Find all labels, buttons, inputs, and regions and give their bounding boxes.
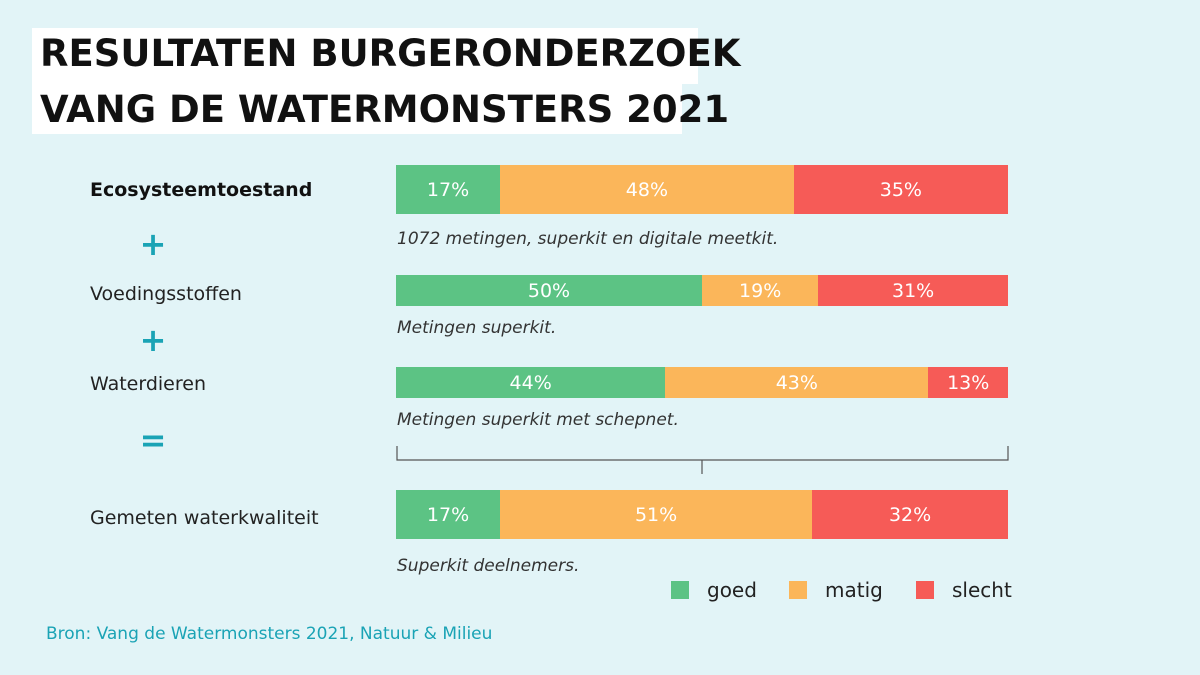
bar-segment-goed-voedingsstoffen: 50% — [396, 275, 702, 306]
legend-item-goed: goed — [671, 578, 757, 602]
legend-item-matig: matig — [789, 578, 883, 602]
legend-label-slecht: slecht — [952, 578, 1012, 602]
bar-segment-matig-ecosysteemtoestand: 48% — [500, 165, 794, 214]
chart-title-line-2: VANG DE WATERMONSTERS 2021 — [32, 84, 729, 134]
plus-operator-1: + — [139, 225, 167, 263]
row-label-gemeten-waterkwaliteit: Gemeten waterkwaliteit — [90, 507, 319, 529]
legend-swatch-slecht — [916, 581, 934, 599]
row-label-voedingsstoffen: Voedingsstoffen — [90, 283, 242, 305]
legend-label-matig: matig — [825, 578, 883, 602]
bar-segment-slecht-voedingsstoffen: 31% — [818, 275, 1008, 306]
data-label-goed-voedingsstoffen: 50% — [527, 279, 571, 302]
note-ecosysteemtoestand: 1072 metingen, superkit en digitale meet… — [397, 229, 779, 249]
bar-segment-matig-waterdieren: 43% — [665, 367, 929, 398]
bar-segment-goed-ecosysteemtoestand: 17% — [396, 165, 501, 214]
stacked-bar-gemeten-waterkwaliteit: 17% 51% 32% — [396, 490, 1008, 539]
data-label-matig-waterdieren: 43% — [775, 371, 818, 394]
equals-operator: = — [139, 421, 167, 459]
stacked-bar-ecosysteemtoestand: 17% 48% 35% — [396, 165, 1008, 214]
data-label-matig-voedingsstoffen: 19% — [739, 279, 782, 302]
legend-label-goed: goed — [707, 578, 757, 602]
bar-segment-slecht-ecosysteemtoestand: 35% — [793, 165, 1008, 214]
bar-segment-matig-voedingsstoffen: 19% — [702, 275, 819, 306]
stacked-bar-voedingsstoffen: 50% 19% 31% — [396, 275, 1008, 306]
bar-segment-matig-gemeten-waterkwaliteit: 51% — [500, 490, 813, 539]
legend-item-slecht: slecht — [916, 578, 1012, 602]
data-label-slecht-gemeten-waterkwaliteit: 32% — [888, 503, 932, 526]
data-label-matig-ecosysteemtoestand: 48% — [625, 178, 669, 201]
note-waterdieren: Metingen superkit met schepnet. — [397, 410, 679, 430]
bar-segment-goed-gemeten-waterkwaliteit: 17% — [396, 490, 501, 539]
bar-segment-goed-waterdieren: 44% — [396, 367, 666, 398]
data-label-slecht-waterdieren: 13% — [947, 371, 990, 394]
stacked-bar-waterdieren: 44% 43% 13% — [396, 367, 1008, 398]
data-label-goed-waterdieren: 44% — [509, 371, 552, 394]
plus-operator-2: + — [139, 321, 167, 359]
legend-swatch-matig — [789, 581, 807, 599]
row-label-ecosysteemtoestand: Ecosysteemtoestand — [90, 179, 313, 201]
data-label-goed-ecosysteemtoestand: 17% — [426, 178, 470, 201]
bar-segment-slecht-waterdieren: 13% — [928, 367, 1008, 398]
bar-segment-slecht-gemeten-waterkwaliteit: 32% — [812, 490, 1008, 539]
data-label-slecht-voedingsstoffen: 31% — [892, 279, 935, 302]
data-label-matig-gemeten-waterkwaliteit: 51% — [634, 503, 678, 526]
row-label-waterdieren: Waterdieren — [90, 373, 206, 395]
legend-swatch-goed — [671, 581, 689, 599]
note-voedingsstoffen: Metingen superkit. — [397, 318, 557, 338]
data-label-slecht-ecosysteemtoestand: 35% — [879, 178, 922, 201]
combine-bracket — [396, 446, 1009, 474]
source-credit: Bron: Vang de Watermonsters 2021, Natuur… — [46, 624, 493, 644]
note-gemeten-waterkwaliteit: Superkit deelnemers. — [397, 556, 580, 576]
chart-title-line-1: RESULTATEN BURGERONDERZOEK — [32, 28, 740, 84]
data-label-goed-gemeten-waterkwaliteit: 17% — [426, 503, 470, 526]
